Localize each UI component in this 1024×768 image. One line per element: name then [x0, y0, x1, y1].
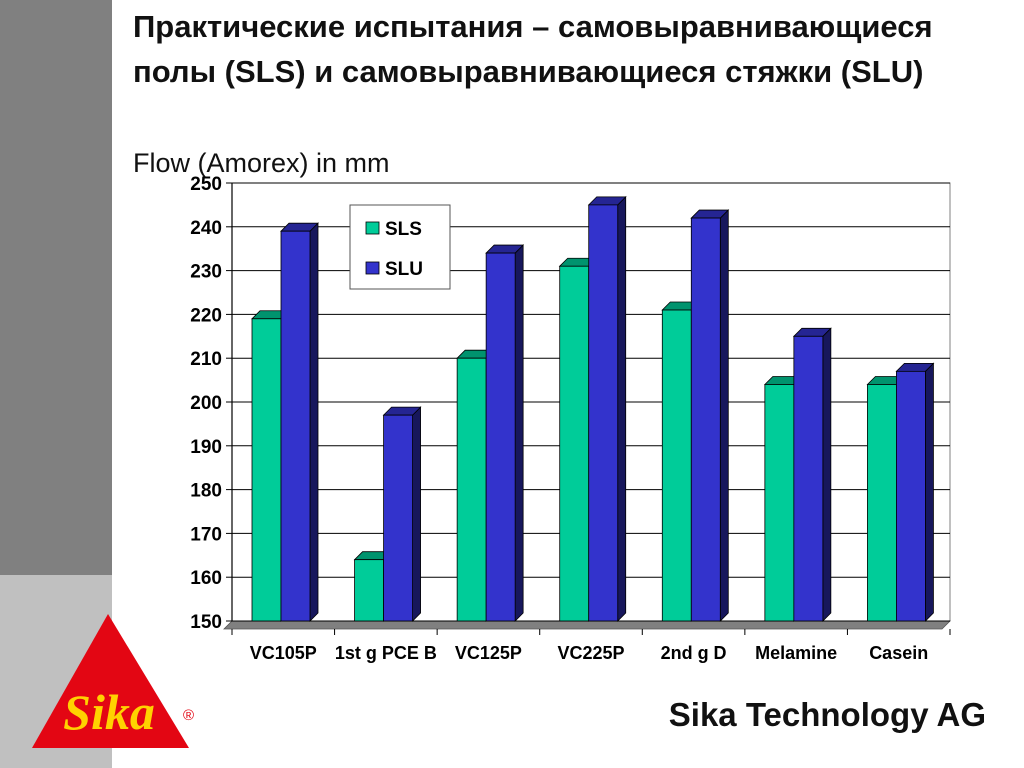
x-tick-label: Casein: [869, 643, 928, 663]
y-tick-label: 240: [190, 218, 222, 239]
registered-mark: ®: [183, 707, 194, 724]
bar-front: [383, 414, 413, 622]
bar-front: [661, 309, 692, 622]
sidebar-top-band: [0, 0, 112, 575]
bar-side: [412, 406, 421, 622]
y-tick-label: 150: [190, 612, 222, 633]
bar-front: [793, 335, 824, 622]
bar-side: [925, 362, 934, 622]
slide-title: Практические испытания – самовыравнивающ…: [133, 9, 933, 89]
chart-title: Flow (Amorex) in mm: [133, 148, 390, 178]
bar-front: [588, 204, 619, 622]
x-tick-label: VC125P: [455, 643, 522, 663]
y-tick-label: 220: [190, 305, 222, 326]
x-tick-label: VC105P: [250, 643, 317, 663]
bar-front: [690, 217, 721, 622]
bar-side: [719, 209, 729, 622]
legend-swatch-sls: [365, 221, 380, 235]
y-axis-ticks: 150 160 170 180 190 200 210 220 230 240 250: [190, 174, 232, 633]
logo-triangle: [32, 614, 189, 748]
bar-slu: [280, 222, 319, 622]
bar-front: [485, 252, 516, 622]
x-tick-label: VC225P: [557, 643, 624, 663]
legend-label-slu: SLU: [385, 259, 423, 280]
bar-front: [896, 370, 926, 622]
bar-front: [867, 384, 897, 622]
legend: SLS SLU: [349, 204, 451, 290]
bar-side: [309, 222, 319, 622]
bar-front: [559, 265, 590, 622]
x-tick-label: 1st g PCE B: [335, 643, 437, 663]
bar-slu: [690, 209, 730, 622]
y-tick-label: 170: [190, 524, 222, 545]
x-axis-ticks: VC105P 1st g PCE B VC125P VC225P 2nd g D Mela…: [231, 629, 951, 663]
y-tick-label: 210: [190, 349, 222, 370]
bar-side: [822, 327, 832, 622]
x-tick-label: Melamine: [755, 643, 837, 663]
y-tick-label: 200: [190, 393, 222, 414]
bar-front: [280, 230, 311, 622]
bar-side: [617, 195, 627, 622]
bar-front: [764, 384, 795, 622]
y-tick-label: 160: [190, 568, 222, 589]
bar-slu: [587, 195, 627, 622]
bar-front: [251, 318, 282, 622]
y-tick-label: 250: [190, 174, 222, 195]
bar-front: [354, 559, 384, 622]
legend-label-sls: SLS: [385, 219, 422, 240]
sika-logo: Sika ®: [32, 614, 194, 748]
bar-slu: [792, 327, 832, 622]
x-tick-label: 2nd g D: [661, 643, 727, 663]
y-tick-label: 230: [190, 262, 222, 283]
company-name: Sika Technology AG: [668, 696, 986, 733]
chart-floor: [223, 620, 951, 630]
y-tick-label: 190: [190, 437, 222, 458]
legend-box: [349, 204, 451, 290]
bar-slu: [895, 362, 935, 622]
y-tick-label: 180: [190, 481, 222, 502]
bar-side: [514, 244, 524, 622]
bar-front: [456, 357, 487, 622]
legend-swatch-slu: [365, 261, 380, 275]
bar-slu: [485, 244, 525, 622]
logo-wordmark: Sika: [63, 684, 155, 740]
bar-slu: [382, 406, 422, 622]
bars: [251, 195, 935, 622]
